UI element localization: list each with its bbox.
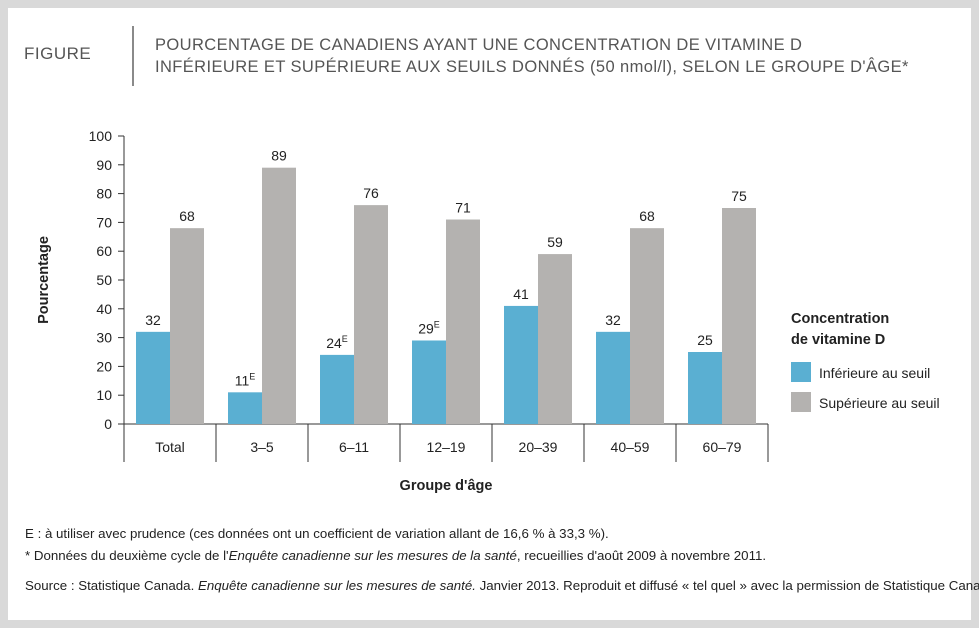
x-tick-label: 3–5 <box>250 439 274 455</box>
x-axis-title: Groupe d'âge <box>400 478 493 494</box>
legend-label: Supérieure au seuil <box>819 395 940 411</box>
header-divider <box>132 26 134 86</box>
bar-inferieure <box>504 305 538 424</box>
bar-inferieure <box>412 340 446 424</box>
y-tick-label: 60 <box>96 243 112 259</box>
figure-title-line2: INFÉRIEURE ET SUPÉRIEURE AUX SEUILS DONN… <box>155 58 909 76</box>
y-tick-label: 10 <box>96 387 112 403</box>
legend-swatch <box>791 392 811 412</box>
source-note: Source : Statistique Canada. Enquête can… <box>25 575 979 597</box>
bar-superieure <box>170 228 204 424</box>
bar-superieure <box>354 205 388 424</box>
x-tick-label: 60–79 <box>703 439 742 455</box>
footnote-star: * Données du deuxième cycle de l'Enquête… <box>25 545 979 567</box>
y-tick-label: 90 <box>96 157 112 173</box>
source-suffix: Janvier 2013. Reproduit et diffusé « tel… <box>475 578 979 593</box>
y-tick-label: 80 <box>96 186 112 202</box>
bar-inferieure <box>688 352 722 424</box>
bar-inferieure <box>596 331 630 424</box>
figure-title: POURCENTAGE DE CANADIENS AYANT UNE CONCE… <box>155 34 909 78</box>
data-label: 75 <box>731 188 747 204</box>
data-label: 11E <box>235 371 256 388</box>
x-tick-label: 40–59 <box>611 439 650 455</box>
footnote-star-prefix: * Données du deuxième cycle de l' <box>25 548 229 563</box>
x-tick-label: 20–39 <box>519 439 558 455</box>
x-tick-label: 12–19 <box>427 439 466 455</box>
data-label: 25 <box>697 332 713 348</box>
legend-label: Inférieure au seuil <box>819 365 930 381</box>
data-label: 29E <box>418 319 440 336</box>
data-label: 71 <box>455 200 471 216</box>
y-tick-label: 20 <box>96 358 112 374</box>
bar-inferieure <box>136 331 170 424</box>
x-tick-label: 6–11 <box>339 439 369 455</box>
data-label: 68 <box>179 208 195 224</box>
data-label: 41 <box>513 286 529 302</box>
footnote-e: E : à utiliser avec prudence (ces donnée… <box>25 526 609 541</box>
source-prefix: Source : Statistique Canada. <box>25 578 198 593</box>
y-tick-label: 100 <box>89 128 113 144</box>
legend-swatch <box>791 362 811 382</box>
bar-superieure <box>538 254 572 424</box>
figure-label: FIGURE <box>24 44 92 63</box>
y-tick-label: 30 <box>96 330 112 346</box>
x-tick-label: Total <box>155 439 185 455</box>
figure-title-line1: POURCENTAGE DE CANADIENS AYANT UNE CONCE… <box>155 36 803 54</box>
data-label: 59 <box>547 234 563 250</box>
data-label: 32 <box>145 312 161 328</box>
bar-superieure <box>446 219 480 424</box>
y-axis-title: Pourcentage <box>36 236 52 324</box>
data-label: 76 <box>363 185 379 201</box>
bar-superieure <box>722 208 756 424</box>
legend-title-line2: de vitamine D <box>791 332 885 348</box>
bar-superieure <box>630 228 664 424</box>
legend-title-line1: Concentration <box>791 311 889 327</box>
footnote-star-suffix: , recueillies d'août 2009 à novembre 201… <box>516 548 767 563</box>
data-label: 32 <box>605 312 621 328</box>
y-tick-label: 40 <box>96 301 112 317</box>
y-tick-label: 70 <box>96 214 112 230</box>
data-label: 24E <box>326 334 348 351</box>
bar-inferieure <box>228 392 262 424</box>
bar-superieure <box>262 167 296 424</box>
footnote-star-title: Enquête canadienne sur les mesures de la… <box>228 548 517 563</box>
source-title: Enquête canadienne sur les mesures de sa… <box>197 578 476 593</box>
y-tick-label: 0 <box>104 416 112 432</box>
y-tick-label: 50 <box>96 272 112 288</box>
bar-inferieure <box>320 354 354 424</box>
data-label: 68 <box>639 208 655 224</box>
data-label: 89 <box>271 148 287 164</box>
footnotes: E : à utiliser avec prudence (ces donnée… <box>25 523 979 597</box>
